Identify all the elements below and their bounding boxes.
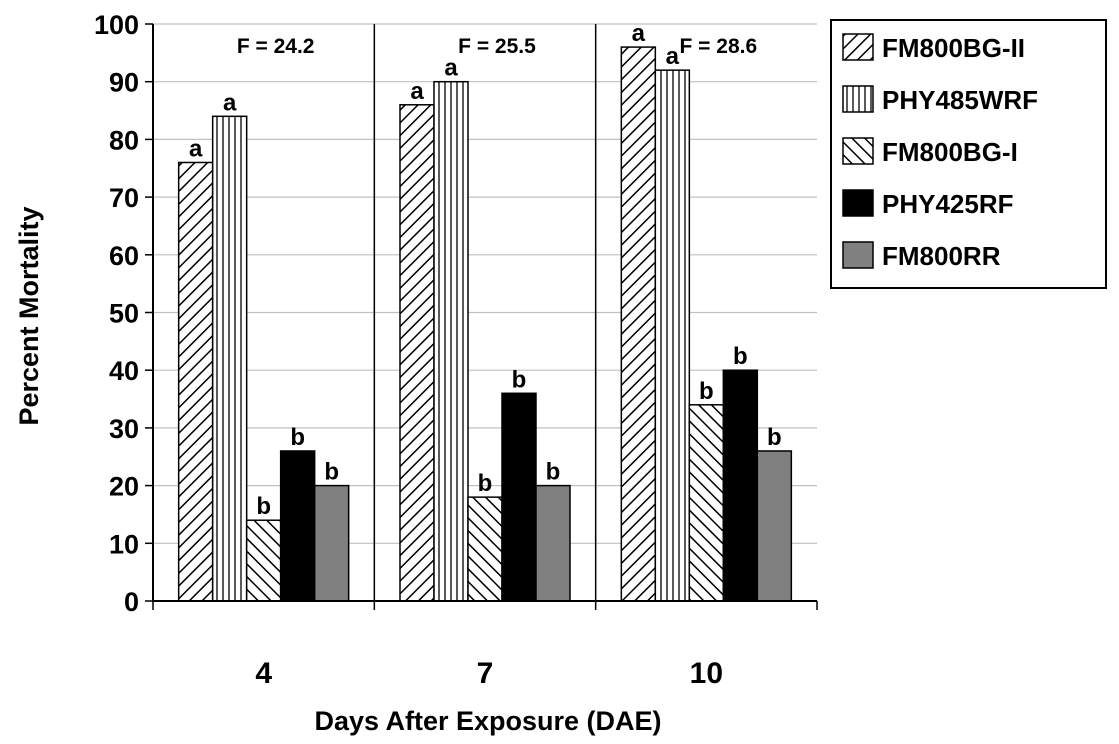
legend-swatch — [842, 189, 874, 217]
significance-letter: b — [256, 493, 271, 520]
significance-letter: a — [223, 89, 237, 116]
bar-phy425rf-dae-10 — [722, 369, 759, 602]
x-axis-title: Days After Exposure (DAE) — [314, 706, 661, 736]
y-tick-label: 60 — [109, 241, 139, 271]
f-statistic: F = 24.2 — [237, 35, 315, 58]
bar-fm800bg-i-dae-7 — [467, 496, 503, 602]
legend-swatch — [842, 241, 874, 269]
category-label: 7 — [477, 657, 494, 690]
category-label: 4 — [255, 657, 272, 690]
significance-letter: b — [767, 424, 782, 451]
y-tick-label: 100 — [94, 10, 139, 40]
bar-phy425rf-dae-7 — [501, 392, 537, 602]
significance-letter: b — [290, 424, 305, 451]
bar-fm800bg-ii-dae-4 — [177, 161, 214, 602]
category-label: 10 — [690, 657, 723, 690]
legend-label: PHY425RF — [882, 189, 1014, 219]
legend-label: FM800BG-II — [882, 33, 1025, 63]
y-tick-label: 50 — [109, 299, 139, 329]
bar-phy425rf-dae-4 — [279, 450, 316, 602]
y-tick-label: 40 — [109, 356, 139, 386]
significance-letter: a — [189, 135, 203, 162]
legend-swatch — [842, 33, 874, 61]
legend-box — [830, 19, 1107, 289]
y-tick-label: 80 — [109, 125, 139, 155]
legend-label: FM800RR — [882, 241, 1001, 271]
f-statistic: F = 25.5 — [458, 35, 536, 58]
y-tick-label: 10 — [109, 529, 139, 559]
legend-label: FM800BG-I — [882, 137, 1018, 167]
significance-letter: b — [478, 470, 493, 497]
f-statistic: F = 28.6 — [680, 35, 758, 58]
axes — [145, 23, 818, 610]
significance-letter: a — [444, 55, 458, 82]
y-tick-label: 70 — [109, 183, 139, 213]
legend-swatch — [842, 137, 874, 165]
y-tick-label: 90 — [109, 68, 139, 98]
bar-fm800rr-dae-7 — [535, 484, 571, 602]
legend-swatch — [842, 85, 874, 113]
bar-phy485wrf-dae-7 — [433, 80, 469, 602]
y-tick-label: 30 — [109, 414, 139, 444]
significance-letter: a — [632, 20, 646, 47]
y-tick-label: 0 — [124, 587, 139, 617]
bar-fm800bg-i-dae-4 — [245, 519, 282, 602]
bar-phy485wrf-dae-10 — [654, 69, 691, 602]
gridlines — [153, 23, 817, 544]
y-axis-title: Percent Mortality — [14, 206, 44, 425]
significance-letter: b — [324, 459, 339, 486]
significance-letter: b — [699, 378, 714, 405]
bar-phy485wrf-dae-4 — [211, 115, 248, 602]
bar-fm800bg-ii-dae-10 — [620, 46, 657, 602]
legend-label: PHY485WRF — [882, 85, 1038, 115]
significance-letter: b — [512, 366, 527, 393]
bar-fm800bg-i-dae-10 — [688, 404, 725, 602]
significance-letter: b — [546, 459, 561, 486]
y-tick-label: 20 — [109, 472, 139, 502]
legend: FM800BG-II PHY485WRF FM800BG-I PHY425RF FM80… — [830, 19, 1107, 289]
significance-letter: a — [410, 78, 424, 105]
significance-letter: a — [666, 43, 680, 70]
bar-fm800bg-ii-dae-7 — [399, 104, 435, 602]
bar-fm800rr-dae-4 — [313, 484, 350, 602]
bar-fm800rr-dae-10 — [756, 450, 793, 602]
significance-letter: b — [733, 343, 748, 370]
